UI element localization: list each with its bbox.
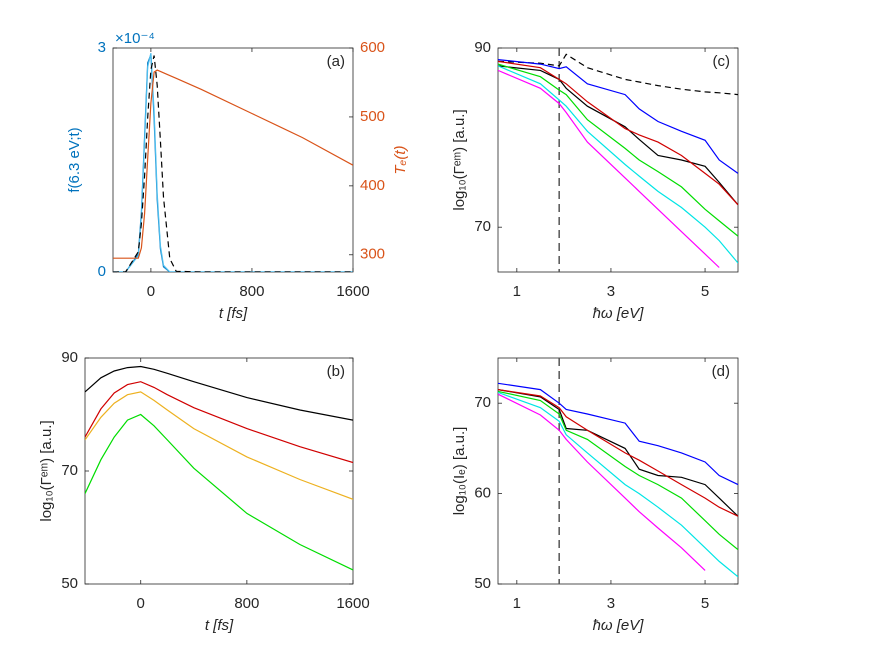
- series-line: [498, 391, 738, 578]
- axes-box: [497, 357, 739, 585]
- axes-box: [497, 47, 739, 273]
- x-tick-label: 3: [607, 283, 615, 300]
- x-tick-label: 0: [137, 595, 145, 612]
- y-tick-label: 90: [61, 349, 78, 366]
- y2-tick-label: 400: [360, 177, 385, 194]
- y-tick-label: 60: [474, 485, 491, 502]
- x-tick-label: 1600: [336, 283, 369, 300]
- series-line: [498, 393, 706, 571]
- y-axis-label: f(6.3 eV;t): [66, 127, 83, 192]
- series-line: [498, 382, 738, 486]
- plot-area: [498, 358, 738, 584]
- axes-box: [112, 47, 354, 273]
- y-tick-label: 70: [61, 462, 78, 479]
- y-tick-label: 70: [474, 394, 491, 411]
- series-line: [113, 55, 353, 272]
- plot-area: [498, 48, 738, 272]
- y-tick-label: 50: [474, 575, 491, 592]
- y2-tick-label: 300: [360, 246, 385, 263]
- series-line: [498, 60, 738, 206]
- series-line: [113, 53, 353, 272]
- series-line: [85, 391, 353, 500]
- y-axis-label: log₁₀(Γᵉᵐ) [a.u.]: [451, 109, 468, 210]
- plot-area: [85, 365, 353, 571]
- y-exponent: ×10⁻⁴: [115, 30, 155, 47]
- panel-label: (b): [327, 363, 345, 380]
- y-tick-label: 50: [61, 575, 78, 592]
- series-line: [113, 69, 353, 259]
- panel-label: (d): [712, 363, 730, 380]
- y-tick-label: 70: [474, 218, 491, 235]
- series-line: [85, 365, 353, 421]
- y-tick-label: 0: [98, 263, 106, 280]
- series-line: [498, 63, 738, 237]
- y-tick-label: 90: [474, 39, 491, 56]
- x-tick-label: 800: [234, 595, 259, 612]
- series-line: [498, 59, 738, 174]
- series-line: [498, 65, 738, 264]
- x-axis-label: t [fs]: [205, 617, 234, 634]
- panel-label: (c): [713, 53, 731, 70]
- y2-tick-label: 500: [360, 108, 385, 125]
- x-tick-label: 800: [239, 283, 264, 300]
- x-tick-label: 1: [513, 283, 521, 300]
- series-line: [85, 413, 353, 571]
- x-tick-label: 1: [513, 595, 521, 612]
- x-tick-label: 0: [147, 283, 155, 300]
- series-line: [498, 390, 738, 551]
- y-axis-label: log₁₀(Γᵉᵐ) [a.u.]: [38, 420, 55, 521]
- x-axis-label: ħω [eV]: [593, 617, 645, 634]
- y-tick-label: 3: [98, 39, 106, 56]
- y-axis-label: log₁₀(Iₑ) [a.u.]: [451, 427, 468, 516]
- y2-axis-label: Tₑ(t): [392, 145, 409, 174]
- x-axis-label: t [fs]: [219, 305, 248, 322]
- series-line: [498, 389, 738, 517]
- series-line: [85, 381, 353, 464]
- x-tick-label: 1600: [336, 595, 369, 612]
- series-line: [498, 389, 738, 517]
- panel-label: (a): [327, 53, 345, 70]
- x-tick-label: 5: [701, 595, 709, 612]
- series-line: [498, 69, 720, 268]
- series-line: [498, 53, 738, 96]
- x-tick-label: 3: [607, 595, 615, 612]
- y2-tick-label: 600: [360, 39, 385, 56]
- plot-area: [113, 53, 353, 272]
- x-axis-label: ħω [eV]: [593, 305, 645, 322]
- axes-box: [84, 357, 354, 585]
- x-tick-label: 5: [701, 283, 709, 300]
